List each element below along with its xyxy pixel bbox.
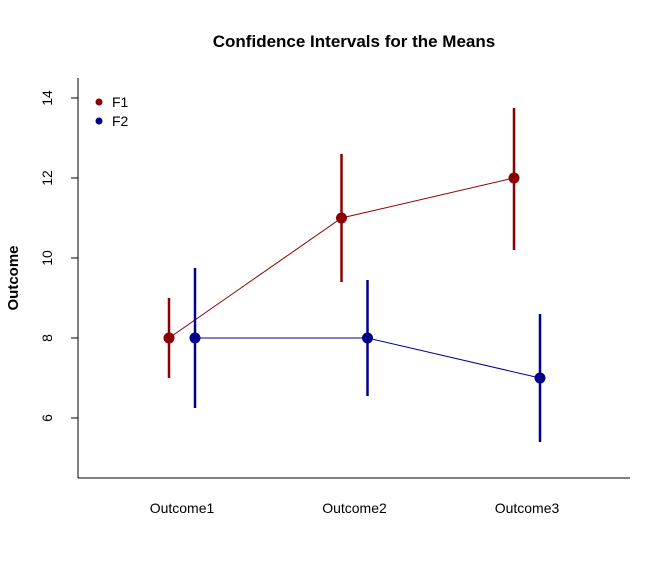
series-layer bbox=[163, 108, 546, 442]
chart-title: Confidence Intervals for the Means bbox=[213, 32, 495, 51]
legend-marker bbox=[95, 98, 103, 106]
data-point bbox=[163, 332, 175, 344]
legend-marker bbox=[95, 117, 103, 125]
y-tick-label: 12 bbox=[39, 170, 55, 186]
x-tick-label: Outcome3 bbox=[495, 500, 560, 516]
y-tick-label: 6 bbox=[39, 414, 55, 422]
data-point bbox=[534, 372, 546, 384]
data-point bbox=[189, 332, 201, 344]
legend-label: F2 bbox=[112, 113, 129, 129]
y-axis-label: Outcome bbox=[5, 245, 22, 310]
y-tick-label: 14 bbox=[39, 90, 55, 106]
x-ticks: Outcome1 Outcome2 Outcome3 bbox=[150, 500, 560, 516]
data-point bbox=[508, 172, 520, 184]
y-ticks: 6 8 10 12 14 bbox=[39, 90, 78, 422]
y-tick-label: 10 bbox=[39, 250, 55, 266]
y-tick-label: 8 bbox=[39, 334, 55, 342]
data-point bbox=[336, 212, 347, 224]
legend-label: F1 bbox=[112, 94, 129, 110]
x-tick-label: Outcome1 bbox=[150, 500, 215, 516]
x-tick-label: Outcome2 bbox=[322, 500, 387, 516]
data-point bbox=[362, 332, 373, 344]
